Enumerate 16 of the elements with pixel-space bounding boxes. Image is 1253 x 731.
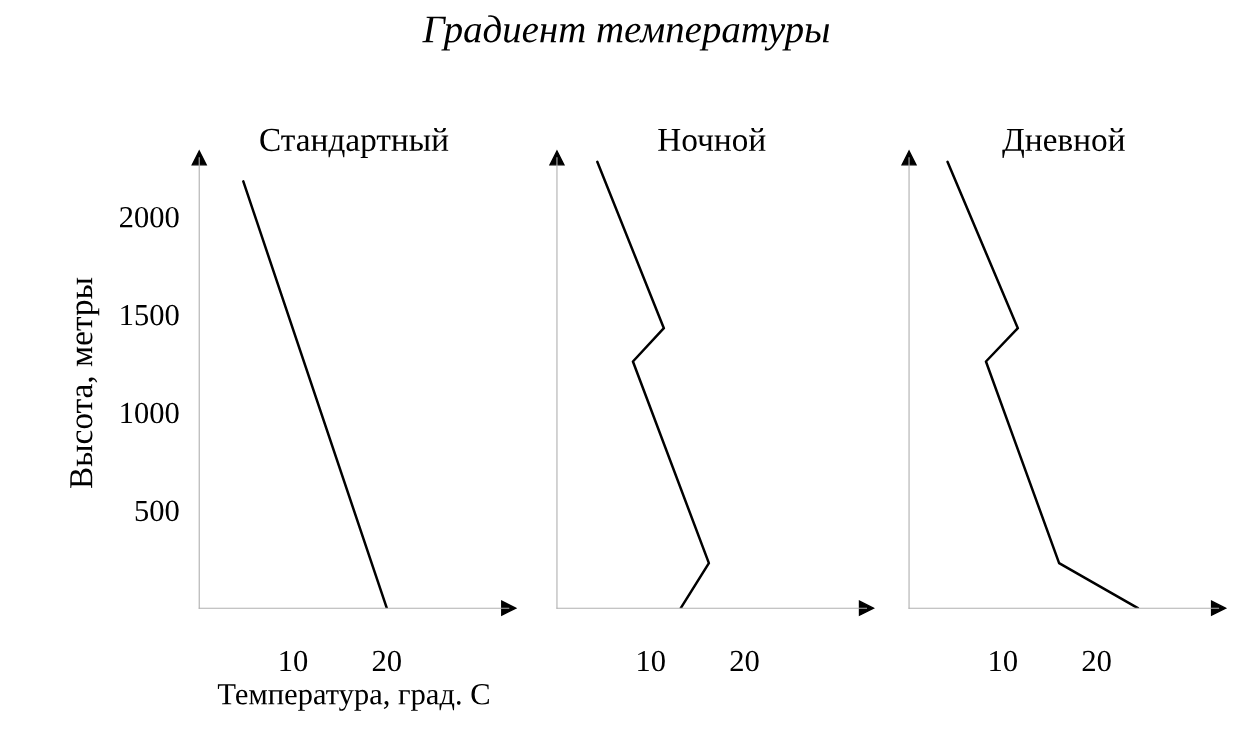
x-tick-label: 10 xyxy=(280,650,308,672)
y-tick-label: 2000 xyxy=(120,206,179,228)
y-tick-label: 1000 xyxy=(121,402,179,424)
x-tick-label: 20 xyxy=(372,650,401,672)
y-tick-label: 1500 xyxy=(121,304,179,326)
x-tick-label: 20 xyxy=(1082,650,1111,672)
chart-title: Стандартный xyxy=(260,127,449,158)
y-axis-title: Высота, метры xyxy=(70,277,100,489)
x-tick-label: 20 xyxy=(730,650,759,672)
x-axis-title: Температура, град. C xyxy=(217,684,489,711)
chart-title: Дневной xyxy=(1002,127,1125,158)
text: Градиент температуры xyxy=(422,15,829,51)
x-tick-label: 10 xyxy=(990,650,1017,672)
x-tick-label: 10 xyxy=(638,650,665,672)
chart-title: Ночной xyxy=(658,127,766,152)
y-tick-label: 500 xyxy=(135,500,179,522)
